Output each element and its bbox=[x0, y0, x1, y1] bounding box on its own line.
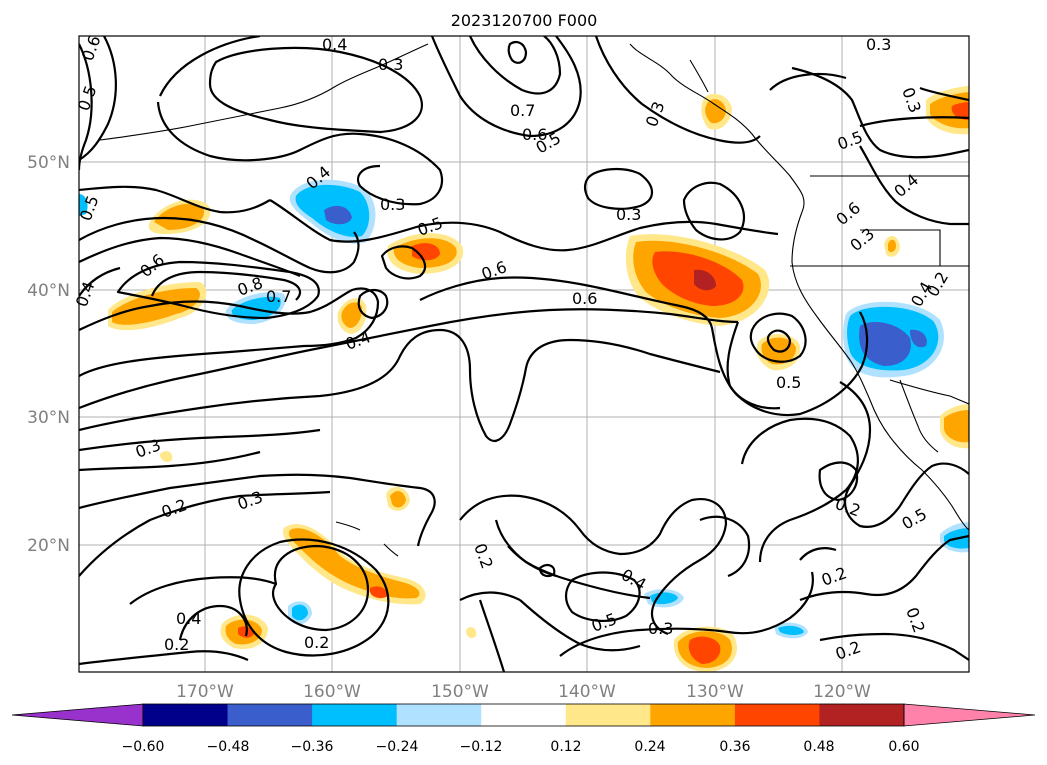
contour-labels: 0.6 0.5 0.4 0.3 0.6 0.7 0.5 0.3 0.3 0.3 … bbox=[72, 33, 952, 664]
lon-label: 150°W bbox=[431, 682, 489, 702]
contour-label: 0.7 bbox=[266, 287, 291, 306]
lon-label: 130°W bbox=[686, 682, 744, 702]
coastlines bbox=[99, 43, 969, 557]
anomaly-fill-negative bbox=[79, 194, 88, 216]
contour-label: 0.3 bbox=[378, 55, 403, 74]
colorbar-over-arrow bbox=[903, 703, 1036, 727]
colorbar-ticks: −0.60 −0.48 −0.36 −0.24 −0.12 0.12 0.24 … bbox=[122, 739, 920, 755]
anomaly-fill-positive bbox=[930, 92, 969, 129]
anomaly-fill-positive bbox=[154, 203, 205, 230]
anomaly-fill-positive bbox=[694, 269, 716, 291]
latitude-labels: 50°N 40°N 30°N 20°N bbox=[27, 153, 70, 556]
anomaly-fill-positive bbox=[705, 99, 726, 124]
contour-label: 0.4 bbox=[176, 609, 201, 628]
lon-label: 160°W bbox=[303, 682, 361, 702]
map-plot-area: 0.6 0.5 0.4 0.3 0.6 0.7 0.5 0.3 0.3 0.3 … bbox=[72, 33, 970, 673]
lat-label: 40°N bbox=[27, 281, 70, 301]
colorbar-bin bbox=[819, 704, 905, 726]
lat-label: 20°N bbox=[27, 536, 70, 556]
contour-label: 0.3 bbox=[380, 195, 405, 214]
contour-label: 0.3 bbox=[866, 35, 891, 54]
contour-label: 0.2 bbox=[164, 635, 189, 654]
contour-label: 0.2 bbox=[304, 633, 329, 652]
anomaly-fill-negative bbox=[650, 592, 678, 605]
contour-label: 0.7 bbox=[510, 101, 535, 120]
contour-label: 0.6 bbox=[522, 125, 547, 144]
colorbar: −0.60 −0.48 −0.36 −0.24 −0.12 0.12 0.24 … bbox=[11, 703, 1036, 755]
anomaly-fill-positive bbox=[951, 102, 969, 120]
longitude-labels: 170°W 160°W 150°W 140°W 130°W 120°W bbox=[176, 682, 871, 702]
anomaly-fill-positive bbox=[466, 627, 477, 638]
anomaly-fill-positive bbox=[390, 491, 406, 508]
anomaly-fill-positive bbox=[160, 451, 173, 462]
lon-label: 140°W bbox=[558, 682, 616, 702]
lon-label: 170°W bbox=[176, 682, 234, 702]
colorbar-tick: 0.60 bbox=[888, 739, 919, 755]
colorbar-bins bbox=[143, 704, 905, 726]
colorbar-frame bbox=[142, 703, 905, 727]
gridlines bbox=[79, 36, 969, 672]
colorbar-tick: 0.12 bbox=[550, 739, 581, 755]
map-title: 2023120700 F000 bbox=[451, 11, 598, 30]
colorbar-bin bbox=[481, 704, 567, 726]
anomaly-fill-negative bbox=[910, 329, 927, 348]
anomaly-fill-positive bbox=[888, 239, 896, 253]
lat-label: 50°N bbox=[27, 153, 70, 173]
colorbar-under-arrow bbox=[11, 703, 144, 727]
contour-label: 0.3 bbox=[648, 619, 673, 638]
anomaly-fill-negative bbox=[778, 625, 804, 635]
colorbar-tick: −0.60 bbox=[122, 739, 165, 755]
anomaly-fill-negative bbox=[292, 604, 308, 621]
colorbar-bin bbox=[734, 704, 820, 726]
colorbar-bin bbox=[143, 704, 229, 726]
anomaly-fill-positive bbox=[341, 302, 362, 328]
colorbar-tick: 0.24 bbox=[634, 739, 665, 755]
anomaly-fill-negative bbox=[859, 322, 911, 366]
contours bbox=[79, 36, 969, 672]
anomaly-fill-negative bbox=[324, 205, 352, 225]
contour-label: 0.4 bbox=[322, 35, 347, 54]
colorbar-bin bbox=[312, 704, 398, 726]
lat-label: 30°N bbox=[27, 408, 70, 428]
anomaly-fill-positive bbox=[688, 636, 721, 664]
anomaly-fill-positive bbox=[412, 243, 440, 261]
colorbar-bin bbox=[396, 704, 482, 726]
colorbar-tick: −0.12 bbox=[460, 739, 503, 755]
contour-label: 0.3 bbox=[616, 205, 641, 224]
anomaly-fill-positive bbox=[944, 410, 969, 443]
anomaly-fill-positive bbox=[370, 586, 388, 599]
map-frame bbox=[78, 35, 970, 673]
colorbar-bin bbox=[227, 704, 313, 726]
colorbar-bin bbox=[565, 704, 651, 726]
contour-label: 0.6 bbox=[572, 289, 597, 308]
map-background bbox=[79, 36, 969, 672]
colorbar-tick: 0.36 bbox=[719, 739, 750, 755]
colorbar-tick: −0.48 bbox=[207, 739, 250, 755]
lon-label: 120°W bbox=[813, 682, 871, 702]
colorbar-tick: −0.24 bbox=[376, 739, 419, 755]
colorbar-tick: −0.36 bbox=[291, 739, 334, 755]
anomaly-fills bbox=[79, 86, 969, 672]
anomaly-fill-positive bbox=[112, 288, 200, 325]
colorbar-tick: 0.48 bbox=[803, 739, 834, 755]
contour-label: 0.5 bbox=[776, 373, 801, 392]
colorbar-bin bbox=[650, 704, 736, 726]
